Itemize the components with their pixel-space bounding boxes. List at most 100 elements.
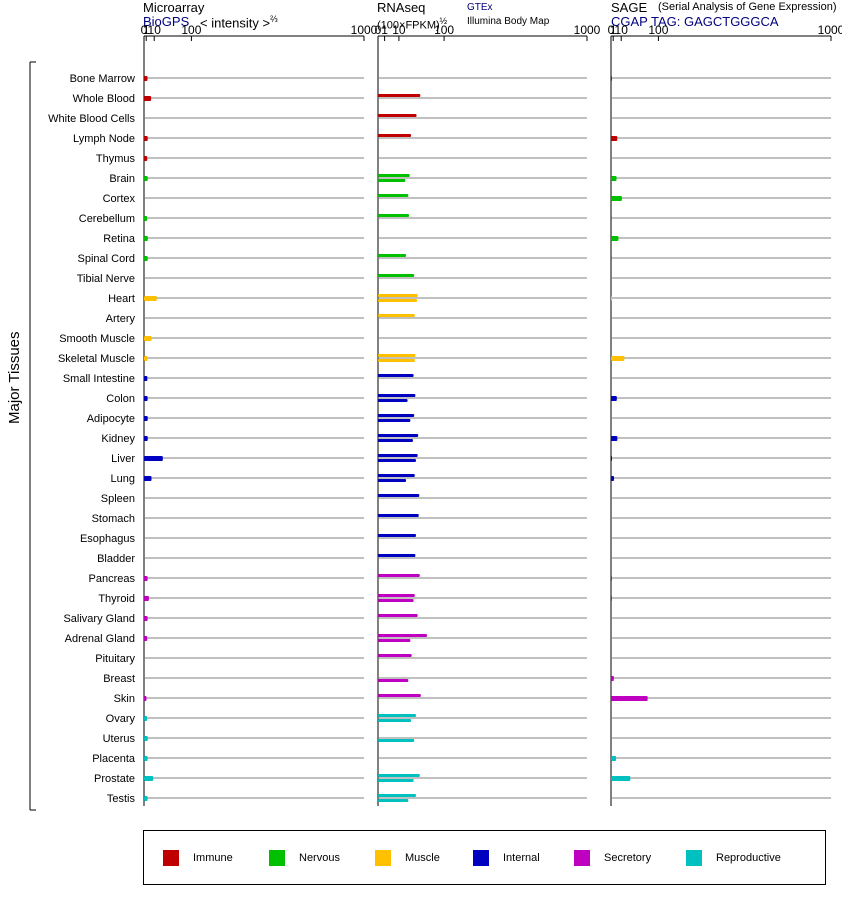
rnaseq_gtex-bar	[378, 394, 416, 397]
rnaseq-x-tick-label: 1	[381, 23, 388, 37]
sage-x-tick-label: 100	[648, 23, 668, 37]
rnaseq_gtex-bar	[378, 494, 420, 497]
category-label: Spinal Cord	[78, 253, 135, 265]
category-label: Brain	[109, 173, 135, 185]
legend-label: Secretory	[604, 852, 652, 864]
microarray-x-tick-label: 10	[148, 23, 162, 37]
rnaseq_ibm-bar	[378, 179, 406, 182]
category-label: Smooth Muscle	[59, 333, 135, 345]
category-label: Colon	[106, 393, 135, 405]
sage-bar	[611, 236, 619, 241]
legend-item: Secretory	[574, 850, 651, 866]
rnaseq_ibm-bar	[378, 799, 409, 802]
cgap-tag-link[interactable]: CGAP TAG: GAGCTGGGCA	[611, 14, 779, 29]
rnaseq_gtex-bar	[378, 634, 428, 637]
legend-swatch	[269, 850, 285, 866]
category-label: Adrenal Gland	[65, 633, 135, 645]
rnaseq_ibm-bar	[378, 299, 418, 302]
rnaseq-x-tick-label: 100	[434, 23, 454, 37]
rnaseq_gtex-bar	[378, 414, 415, 417]
category-label: Salivary Gland	[63, 613, 135, 625]
rnaseq_gtex-bar	[378, 214, 409, 217]
sage-bar	[611, 456, 612, 461]
rnaseq_gtex-bar	[378, 514, 419, 517]
microarray-bar	[144, 256, 148, 261]
microarray-bar	[144, 296, 157, 301]
microarray-title: Microarray	[143, 0, 205, 15]
sage-bar	[611, 776, 631, 781]
category-label: Thymus	[96, 153, 136, 165]
legend-item: Muscle	[375, 850, 440, 866]
microarray-bar	[144, 76, 148, 81]
rnaseq_gtex-bar	[378, 774, 420, 777]
microarray-bar	[144, 596, 149, 601]
category-label: Stomach	[92, 513, 135, 525]
microarray-unit-text: < intensity >	[200, 15, 271, 31]
rnaseq_ibm-bar	[378, 359, 415, 362]
microarray-x-tick-label: 1	[143, 23, 150, 37]
microarray-bar	[144, 436, 148, 441]
rnaseq_gtex-bar	[378, 294, 418, 297]
category-label: Small Intestine	[63, 373, 135, 385]
rnaseq_ibm-bar	[378, 399, 408, 402]
category-label: Retina	[103, 233, 136, 245]
sage-bar	[611, 396, 617, 401]
category-label: Lung	[111, 473, 135, 485]
rnaseq_ibm-bar	[378, 419, 411, 422]
category-label: Testis	[107, 793, 136, 805]
category-label: White Blood Cells	[48, 113, 135, 125]
microarray-bar	[144, 616, 148, 621]
rnaseq-unit: (100×FPKM)½	[377, 16, 447, 32]
rnaseq_gtex-bar	[378, 554, 416, 557]
microarray-x-tick-label: 1000	[351, 23, 378, 37]
rnaseq_gtex-bar	[378, 274, 415, 277]
category-label: Thyroid	[98, 593, 135, 605]
microarray-bar	[144, 756, 148, 761]
microarray-bar	[144, 216, 148, 221]
sage-bar	[611, 596, 612, 601]
rnaseq_gtex-bar	[378, 94, 421, 97]
rnaseq-unit-text: (100×FPKM)	[377, 19, 440, 32]
sage-x-tick-label: 10	[615, 23, 629, 37]
legend-label: Immune	[193, 852, 233, 864]
illumina-body-map-label: Illumina Body Map	[467, 16, 550, 27]
legend-swatch	[473, 850, 489, 866]
biogps-link[interactable]: BioGPS	[143, 14, 190, 29]
category-label: Skeletal Muscle	[58, 353, 135, 365]
rnaseq_gtex-bar	[378, 314, 415, 317]
sage-bar	[611, 76, 612, 81]
category-label: Kidney	[101, 433, 135, 445]
microarray-bar	[144, 376, 148, 381]
sage-bar	[611, 436, 618, 441]
microarray-unit: < intensity >⅔	[200, 14, 278, 30]
sage-bar	[611, 256, 612, 261]
microarray-bar	[144, 696, 147, 701]
sage-subtitle: (Serial Analysis of Gene Expression)	[658, 1, 837, 13]
rnaseq_ibm-bar	[378, 779, 414, 782]
microarray-bar	[144, 136, 148, 141]
sage-bar	[611, 196, 622, 201]
rnaseq_gtex-bar	[378, 574, 420, 577]
category-label: Adipocyte	[87, 413, 135, 425]
rnaseq_ibm-bar	[378, 439, 413, 442]
gtex-link[interactable]: GTEx	[467, 2, 493, 13]
sage-bar	[611, 136, 618, 141]
rnaseq_ibm-bar	[378, 739, 415, 742]
category-label: Pituitary	[95, 653, 135, 665]
rnaseq_gtex-bar	[378, 454, 418, 457]
sage-bar	[611, 216, 612, 221]
rnaseq-unit-exponent: ½	[439, 16, 448, 26]
category-label: Bladder	[97, 553, 135, 565]
sage-bar	[611, 296, 612, 301]
legend-item: Immune	[163, 850, 233, 866]
rnaseq_gtex-bar	[378, 794, 416, 797]
legend-label: Reproductive	[716, 852, 781, 864]
category-label: Esophagus	[80, 533, 136, 545]
legend-swatch	[686, 850, 702, 866]
category-label: Ovary	[106, 713, 136, 725]
category-label: Breast	[103, 673, 135, 685]
legend-item: Internal	[473, 850, 540, 866]
rnaseq-title: RNAseq	[377, 0, 426, 15]
microarray-bar	[144, 416, 148, 421]
